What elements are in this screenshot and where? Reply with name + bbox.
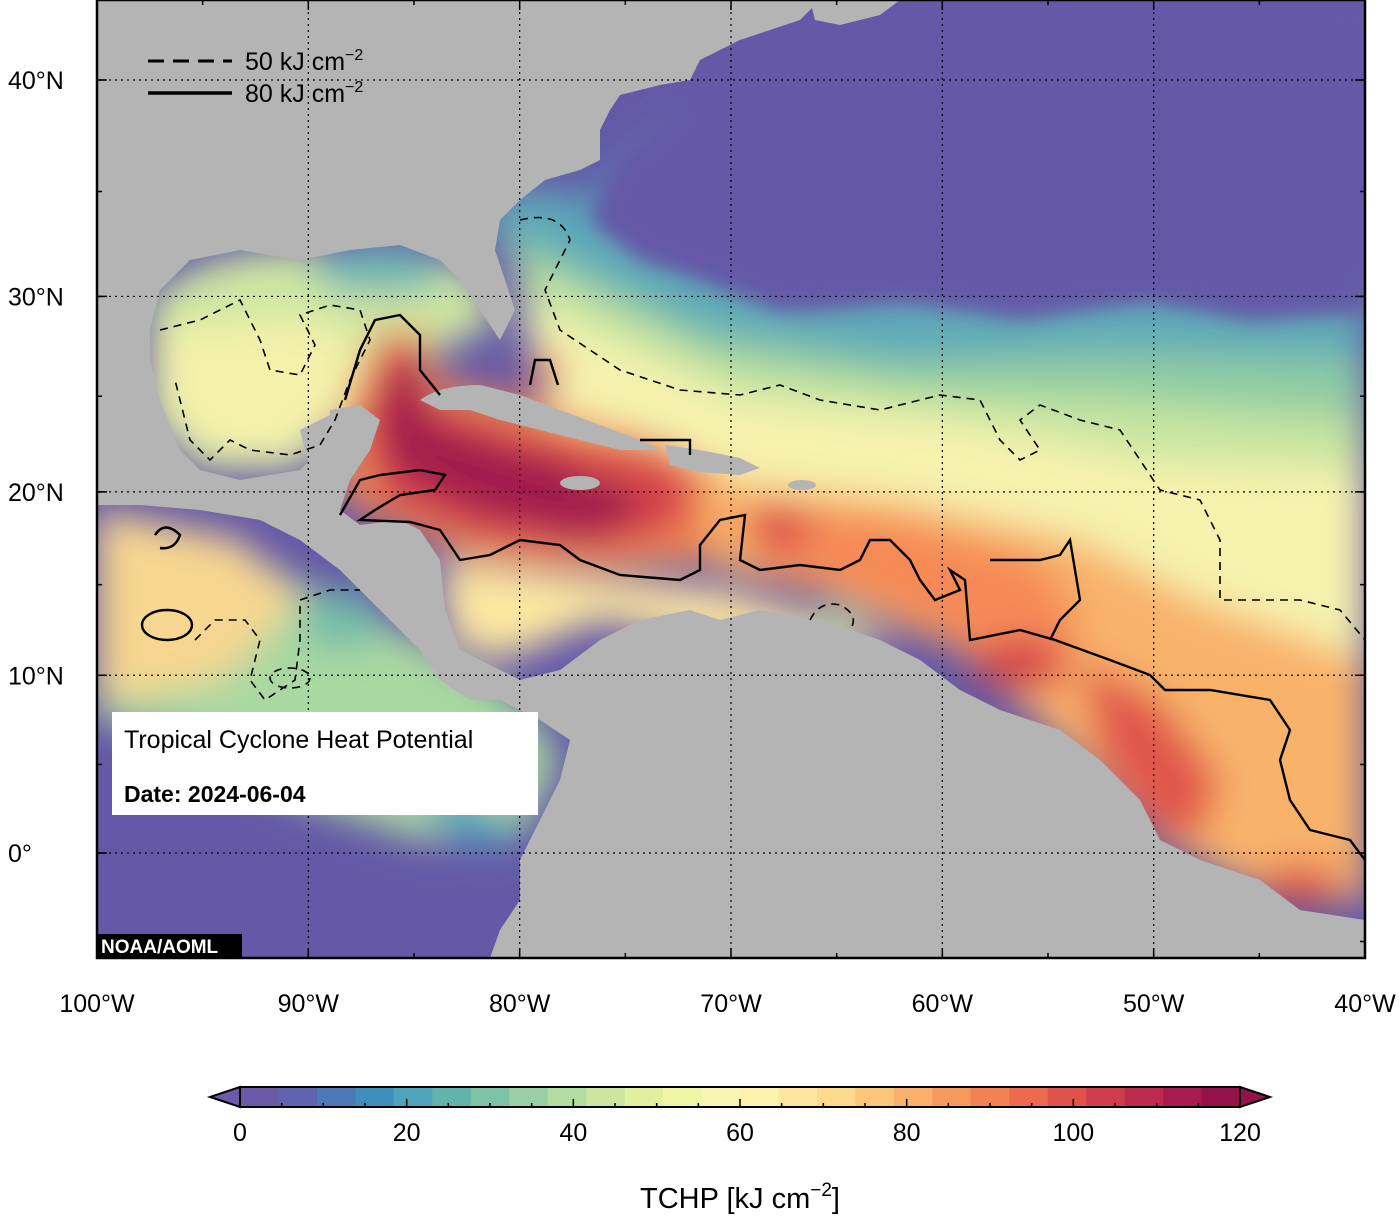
contour-80-west-core bbox=[343, 313, 441, 401]
north-america-land bbox=[97, 0, 820, 700]
lat-label: 10°N bbox=[8, 662, 64, 690]
colorbar-tick-label: 60 bbox=[726, 1119, 754, 1147]
colorbar-tick-label: 40 bbox=[559, 1119, 587, 1147]
colorbar-bin bbox=[1124, 1087, 1164, 1107]
cuba-land bbox=[420, 385, 660, 450]
colorbar-max-extend bbox=[1239, 1085, 1274, 1109]
colorbar-bin bbox=[432, 1087, 472, 1107]
yucatan-land bbox=[300, 410, 360, 490]
colorbar-bin bbox=[1201, 1087, 1241, 1107]
longitude-labels: 100°W 90°W 80°W 70°W 60°W 50°W 40°W bbox=[59, 990, 1396, 1018]
lon-label: 70°W bbox=[700, 990, 762, 1018]
legend-dashed-sup: −2 bbox=[345, 47, 363, 64]
land-masses bbox=[97, 0, 1365, 958]
south-america-land bbox=[480, 610, 1365, 958]
nova-scotia-land bbox=[810, 0, 900, 25]
map-title: Tropical Cyclone Heat Potential bbox=[124, 726, 473, 754]
colorbar-label-end: ] bbox=[832, 1183, 840, 1215]
credit-text: NOAA/AOML bbox=[101, 937, 219, 958]
colorbar-bin bbox=[355, 1087, 395, 1107]
contour-50-venezuela bbox=[809, 603, 855, 631]
colorbar-bin bbox=[663, 1087, 703, 1107]
legend-solid-label: 80 kJ cm−2 bbox=[245, 79, 363, 108]
colorbar-bin bbox=[1009, 1087, 1049, 1107]
colorbar-bin bbox=[547, 1087, 587, 1107]
tchp-heat-field bbox=[97, 110, 1365, 905]
colorbar-tick-label: 80 bbox=[893, 1119, 921, 1147]
colorbar-bin bbox=[470, 1087, 510, 1107]
colorbar-bin bbox=[778, 1087, 818, 1107]
contour-50-gulf bbox=[159, 298, 371, 462]
colorbar-bin bbox=[1047, 1087, 1087, 1107]
colorbar-bin bbox=[240, 1087, 280, 1107]
colorbar-bin bbox=[932, 1087, 972, 1107]
colorbar-tick-label: 20 bbox=[393, 1119, 421, 1147]
colorbar-bin bbox=[1086, 1087, 1126, 1107]
contour-80-east bbox=[990, 536, 1082, 641]
colorbar-bin bbox=[393, 1087, 433, 1107]
colorbar-bin bbox=[740, 1087, 780, 1107]
puerto-rico-land bbox=[788, 480, 816, 490]
legend-solid-sup: −2 bbox=[345, 79, 363, 96]
hispaniola-land bbox=[665, 445, 760, 475]
contour-80-caribbean bbox=[338, 468, 1365, 861]
credit-badge: NOAA/AOML bbox=[97, 934, 242, 958]
lat-label: 0° bbox=[8, 840, 32, 868]
colorbar-bin bbox=[316, 1087, 356, 1107]
colorbar-tick-label: 100 bbox=[1052, 1119, 1094, 1147]
contour-50-north bbox=[519, 216, 1365, 641]
contour-80-bahamas bbox=[528, 358, 560, 386]
colorbar-bin bbox=[509, 1087, 549, 1107]
contour-80-pacific-loop bbox=[140, 608, 194, 642]
lon-label: 40°W bbox=[1334, 990, 1396, 1018]
title-box-bg bbox=[112, 712, 538, 815]
colorbar: 0 20 40 60 80 100 120 bbox=[206, 1085, 1274, 1147]
lon-label: 50°W bbox=[1123, 990, 1185, 1018]
lon-label: 80°W bbox=[489, 990, 551, 1018]
colorbar-bin bbox=[893, 1087, 933, 1107]
colorbar-tick-label: 0 bbox=[233, 1119, 247, 1147]
credit-bg bbox=[97, 934, 242, 958]
colorbar-bin bbox=[278, 1087, 318, 1107]
contour-80-haiti bbox=[640, 438, 692, 455]
lon-label: 100°W bbox=[59, 990, 135, 1018]
colorbar-bin bbox=[586, 1087, 626, 1107]
colorbar-label-sup: −2 bbox=[810, 1180, 832, 1201]
tchp-contours bbox=[140, 216, 1365, 861]
lat-label: 20°N bbox=[8, 479, 64, 507]
lon-label: 90°W bbox=[278, 990, 340, 1018]
map-area bbox=[97, 0, 1365, 958]
title-box: Tropical Cyclone Heat Potential Date: 20… bbox=[112, 712, 538, 815]
contour-80-pacific-edge bbox=[154, 526, 182, 550]
legend-dashed-label: 50 kJ cm−2 bbox=[245, 47, 363, 76]
colorbar-bin bbox=[1163, 1087, 1203, 1107]
contour-legend: 50 kJ cm−2 80 kJ cm−2 bbox=[148, 47, 363, 108]
contour-50-pacific bbox=[194, 589, 360, 702]
axis-ticks bbox=[96, 0, 1366, 958]
map-date: Date: 2024-06-04 bbox=[124, 781, 306, 807]
colorbar-bin bbox=[701, 1087, 741, 1107]
latitude-labels: 40°N 30°N 20°N 10°N 0° bbox=[8, 67, 64, 868]
contour-50-pacific-loop bbox=[269, 667, 311, 689]
lat-label: 30°N bbox=[8, 283, 64, 311]
colorbar-tick-label: 120 bbox=[1219, 1119, 1261, 1147]
colorbar-min-extend bbox=[206, 1085, 241, 1109]
jamaica-land bbox=[560, 476, 600, 490]
colorbar-label: TCHP [kJ cm−2] bbox=[640, 1180, 840, 1215]
lon-label: 60°W bbox=[912, 990, 974, 1018]
lat-label: 40°N bbox=[8, 67, 64, 95]
colorbar-bin bbox=[816, 1087, 856, 1107]
colorbar-bin bbox=[970, 1087, 1010, 1107]
colorbar-bin bbox=[624, 1087, 664, 1107]
colorbar-bin bbox=[855, 1087, 895, 1107]
